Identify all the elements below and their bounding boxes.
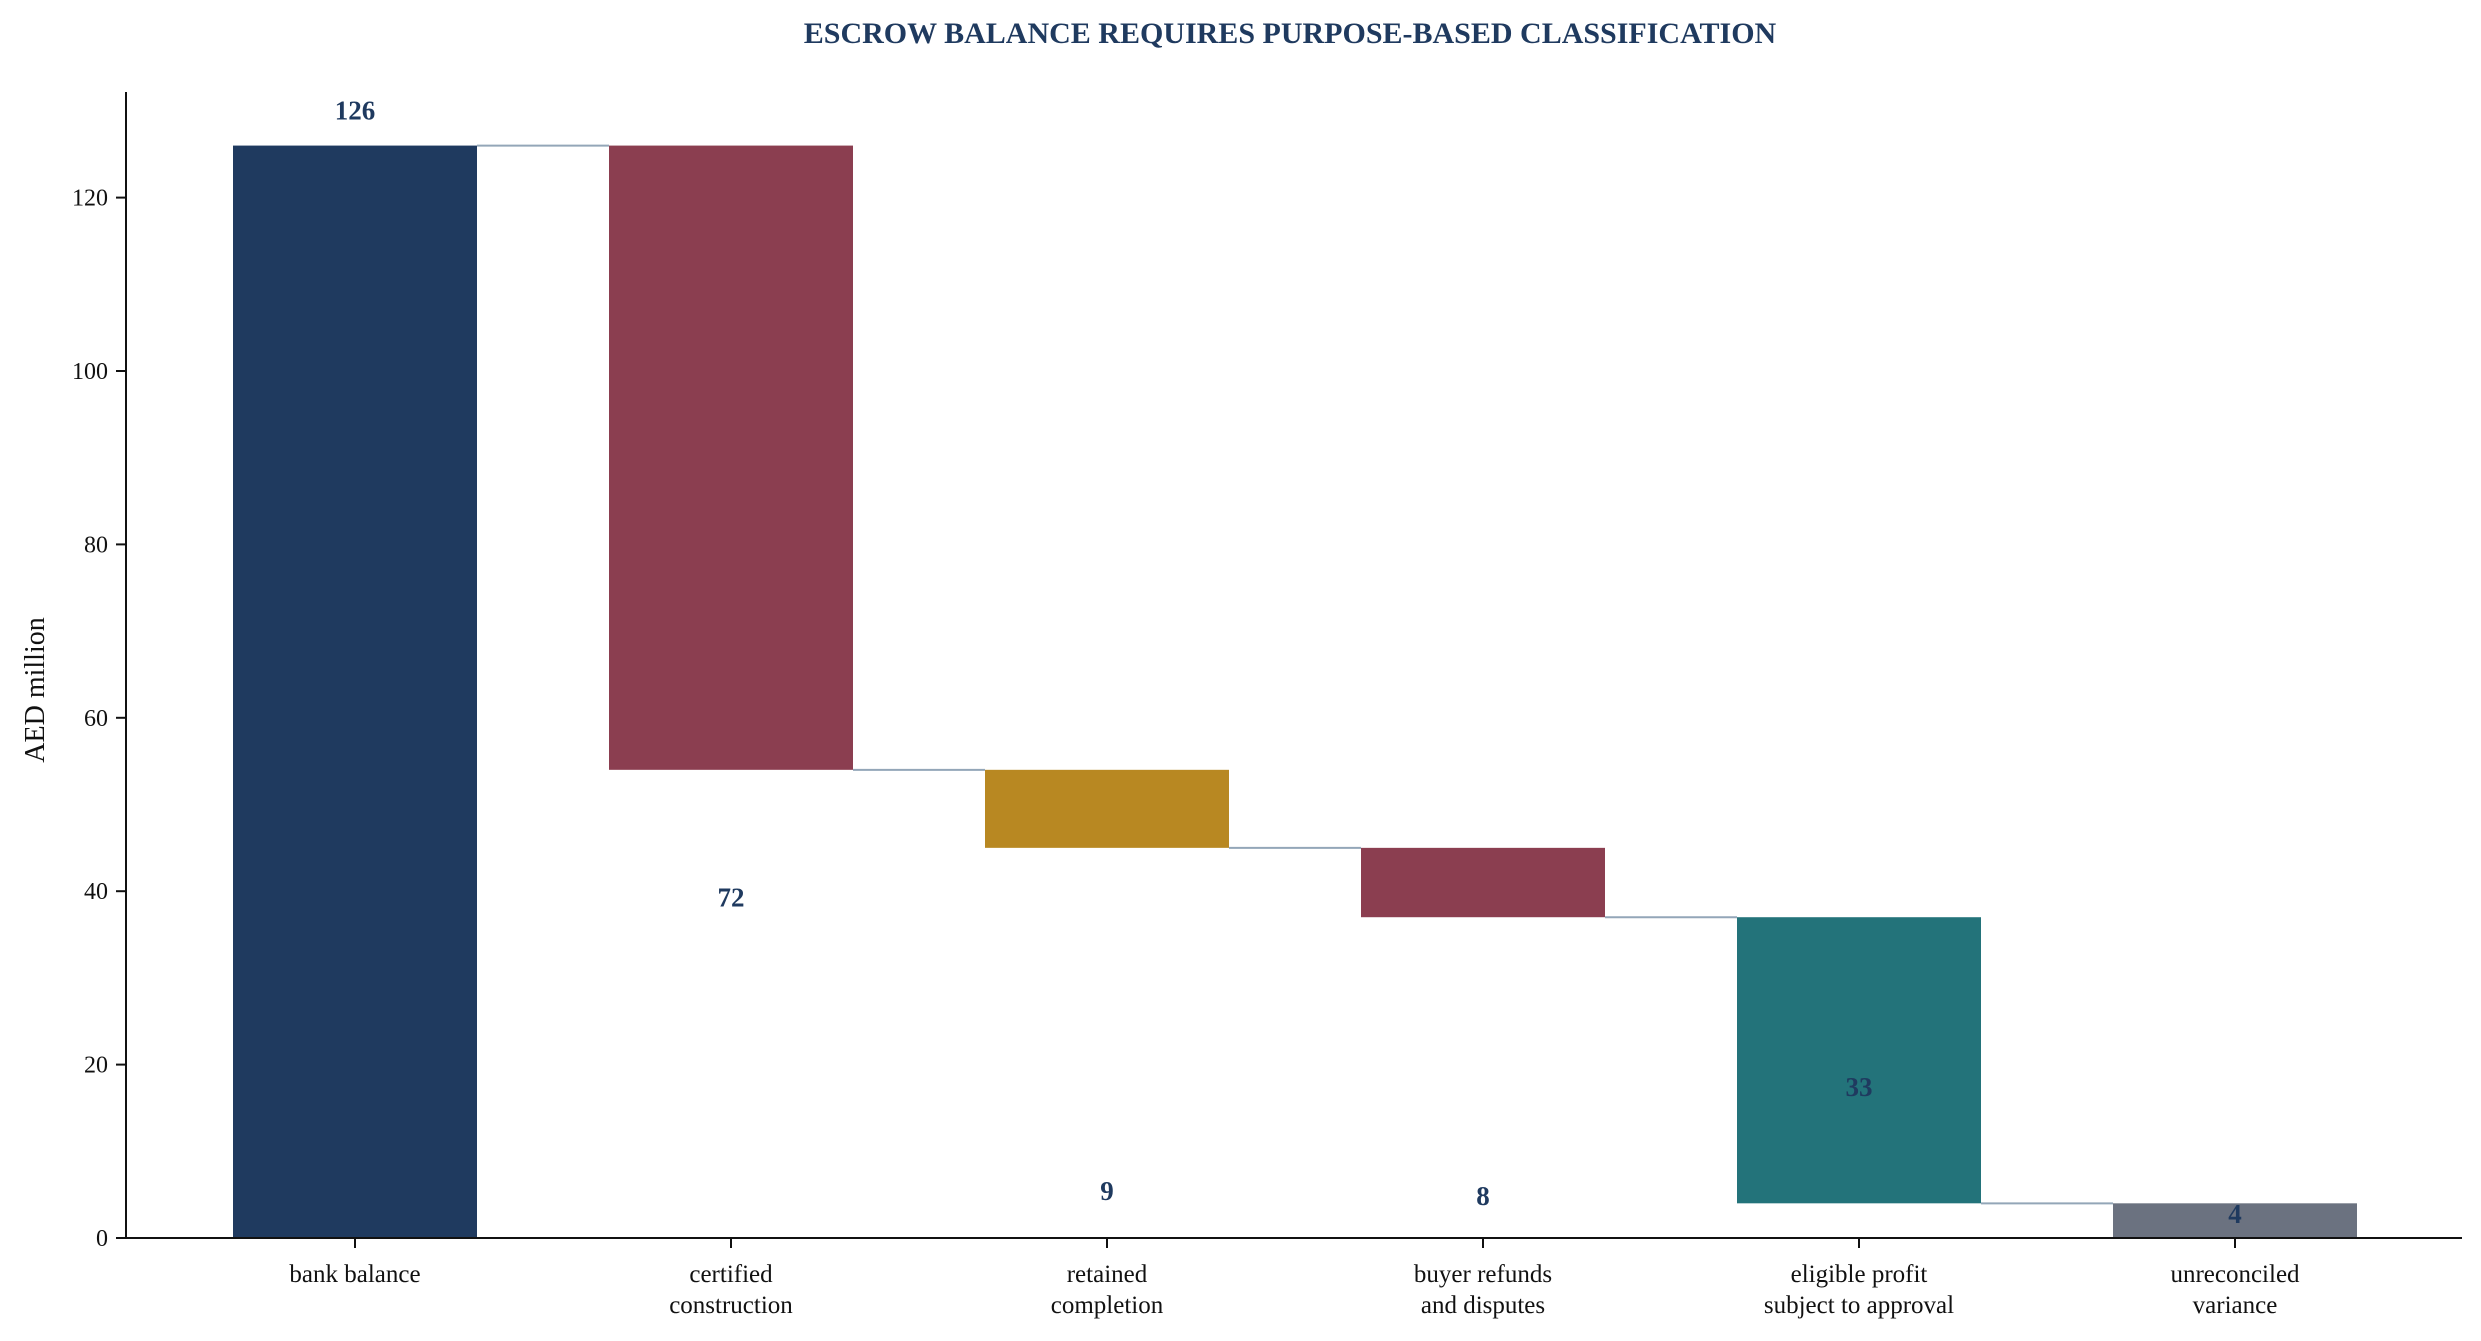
y-axis-title: AED million (20, 617, 51, 762)
y-tick-label: 80 (84, 532, 108, 558)
y-tick-label: 120 (72, 186, 108, 212)
value-label-4: 8 (1476, 1181, 1490, 1211)
x-tick-label: eligible profit subject to approval (1764, 1261, 1954, 1319)
y-tick-label: 100 (72, 359, 108, 385)
bars-group (233, 145, 2357, 1239)
connector-lines (477, 144, 2113, 1205)
x-tick-label: retained completion (1051, 1261, 1164, 1319)
x-tick-label: buyer refunds and disputes (1414, 1261, 1552, 1319)
x-tick-label: bank balance (289, 1261, 420, 1288)
y-tick-label: 60 (84, 706, 108, 732)
x-tick-label: unreconciled variance (2170, 1261, 2300, 1319)
bar-2 (609, 145, 853, 770)
y-axis: 0 20 40 60 80 100 120 (72, 92, 127, 1252)
y-tick-label: 0 (96, 1226, 108, 1252)
x-axis: bank balance certified construction retaine… (126, 1237, 2462, 1319)
value-label-5: 33 (1846, 1072, 1873, 1102)
value-label-6: 4 (2228, 1199, 2242, 1229)
y-tick-label: 20 (84, 1053, 108, 1079)
value-label-1: 126 (335, 96, 376, 126)
chart-title: ESCROW BALANCE REQUIRES PURPOSE-BASED CL… (804, 17, 1777, 50)
value-labels-group: 126 72 9 8 33 4 (335, 96, 2242, 1229)
x-tick-label: certified construction (669, 1261, 793, 1319)
bar-5 (1737, 917, 1981, 1204)
y-tick-label: 40 (84, 879, 108, 905)
value-label-3: 9 (1100, 1176, 1114, 1206)
bar-1 (233, 145, 477, 1239)
bar-6 (2113, 1203, 2357, 1238)
value-label-2: 72 (718, 883, 745, 913)
bar-3 (985, 769, 1229, 848)
bar-4 (1361, 847, 1605, 918)
